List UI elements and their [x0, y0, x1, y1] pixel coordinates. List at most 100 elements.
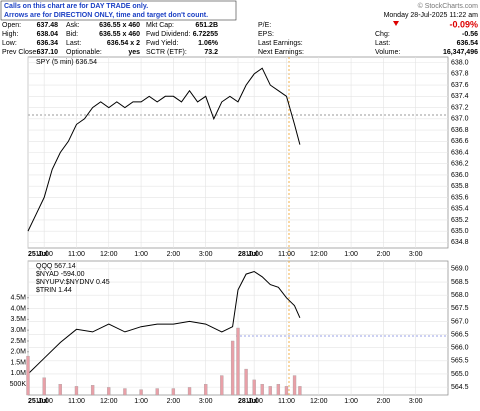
- y-tick-label: 566.0: [451, 345, 469, 352]
- x-tick-label: 3:00: [409, 251, 423, 258]
- x-tick-label: 11:00: [278, 251, 295, 258]
- volume-bar: [26, 355, 30, 396]
- y-tick-label: 635.2: [451, 217, 469, 224]
- volume-bar: [260, 384, 264, 396]
- x-tick-label: 3:00: [199, 251, 213, 258]
- volume-bar: [244, 368, 248, 396]
- y-tick-label: 565.0: [451, 371, 469, 378]
- volume-bar: [220, 375, 224, 396]
- y2-tick-label: 4.0M: [10, 305, 26, 312]
- field-label: Volume:: [375, 49, 400, 56]
- field-value: 638.04: [37, 31, 59, 38]
- y-tick-label: 567.5: [451, 305, 469, 312]
- legend-entry: $NYUPV:$NYDNV 0.45: [36, 279, 110, 286]
- field-value: 636.55 x 460: [99, 22, 140, 29]
- volume-bar: [107, 387, 111, 396]
- field-label: SCTR (ETF):: [146, 49, 187, 56]
- x-tick-label: 25 Jul: [28, 398, 48, 405]
- field-label: EPS:: [258, 31, 274, 38]
- y2-tick-label: 2.5M: [10, 338, 26, 345]
- volume-bar: [284, 386, 289, 396]
- x-tick-label: 1:00: [134, 251, 148, 258]
- x-tick-label: 12:00: [100, 251, 118, 258]
- field-value: 1.06%: [198, 40, 219, 47]
- field-value: 637.48: [37, 22, 59, 29]
- legend-entry: QQQ 567.14: [36, 263, 76, 270]
- down-arrow: [393, 21, 399, 26]
- field-label: Mkt Cap:: [146, 22, 174, 29]
- y-tick-label: 636.6: [451, 138, 469, 145]
- x-tick-label: 2:00: [377, 398, 391, 405]
- x-tick-label: 2:00: [167, 398, 181, 405]
- y2-tick-label: 1.0M: [10, 370, 26, 377]
- y-tick-label: 635.6: [451, 194, 469, 201]
- y-tick-label: 635.8: [451, 183, 469, 190]
- field-value: yes: [128, 49, 140, 56]
- y-tick-label: 637.2: [451, 104, 469, 111]
- legend-entry: $TRIN 1.44: [36, 287, 72, 294]
- x-tick-label: 3:00: [409, 398, 423, 405]
- field-value: 636.34: [37, 40, 59, 47]
- field-label: Prev Close:: [2, 49, 38, 56]
- y-tick-label: 637.0: [451, 116, 469, 123]
- y-tick-label: 566.5: [451, 331, 469, 338]
- field-value: -0.56: [462, 31, 478, 38]
- field-label: Chg:: [375, 31, 390, 38]
- x-tick-label: 12:00: [310, 251, 328, 258]
- volume-bar: [276, 384, 281, 396]
- field-value: 636.55 x 460: [99, 31, 140, 38]
- y-tick-label: 568.0: [451, 292, 469, 299]
- y2-tick-label: 500K: [10, 381, 27, 388]
- volume-bar: [236, 327, 240, 396]
- y2-tick-label: 3.5M: [10, 316, 26, 323]
- volume-bar: [123, 388, 127, 396]
- volume-bar: [230, 340, 235, 396]
- y2-tick-label: 4.5M: [10, 295, 26, 302]
- volume-bar: [58, 384, 62, 396]
- y-tick-label: 634.8: [451, 239, 469, 246]
- field-label: Last Earnings:: [258, 40, 303, 47]
- y-tick-label: 568.5: [451, 279, 469, 286]
- y-tick-label: 636.2: [451, 161, 469, 168]
- x-tick-label: 3:00: [199, 398, 213, 405]
- x-tick-label: 11:00: [68, 398, 85, 405]
- field-label: Low:: [2, 40, 17, 47]
- x-tick-label: 2:00: [167, 251, 181, 258]
- volume-bar: [292, 375, 297, 396]
- field-label: P/E:: [258, 22, 271, 29]
- date: Monday 28-Jul-2025 11:22 am: [384, 12, 479, 19]
- change-pct: -0.09%: [449, 19, 478, 29]
- x-tick-label: 2:00: [377, 251, 391, 258]
- notice: Calls on this chart are for DAY TRADE on…: [4, 3, 148, 10]
- volume-bar: [298, 386, 302, 396]
- volume-bar: [155, 388, 159, 396]
- y2-tick-label: 1.5M: [10, 359, 26, 366]
- y-tick-label: 565.5: [451, 358, 469, 365]
- volume-bar: [268, 386, 272, 396]
- volume-bar: [171, 388, 176, 396]
- x-tick-label: 12:00: [100, 398, 118, 405]
- y-tick-label: 569.0: [451, 266, 469, 273]
- field-label: Last:: [375, 40, 390, 47]
- x-tick-label: 11:00: [68, 251, 85, 258]
- y-tick-label: 636.8: [451, 127, 469, 134]
- x-tick-label: 1:00: [134, 398, 148, 405]
- x-tick-label: 10:00: [35, 398, 53, 405]
- field-label: Fwd Dividend:: [146, 31, 190, 38]
- field-value: 651.2B: [195, 22, 218, 29]
- field-value: 6.72255: [193, 31, 218, 38]
- volume-bar: [252, 379, 256, 396]
- notice-box: [0, 0, 237, 21]
- copyright: © StockCharts.com: [418, 2, 479, 10]
- x-tick-label: 10:00: [245, 398, 263, 405]
- field-value: 636.54: [457, 40, 479, 47]
- x-tick-label: 25 Jul: [28, 251, 48, 258]
- x-tick-label: 10:00: [35, 251, 53, 258]
- notice: Arrows are for DIRECTION ONLY, time and …: [4, 12, 208, 19]
- x-tick-label: 10:00: [245, 251, 263, 258]
- y-tick-label: 637.6: [451, 82, 469, 89]
- field-label: Open:: [2, 22, 21, 29]
- field-label: Optionable:: [66, 49, 102, 56]
